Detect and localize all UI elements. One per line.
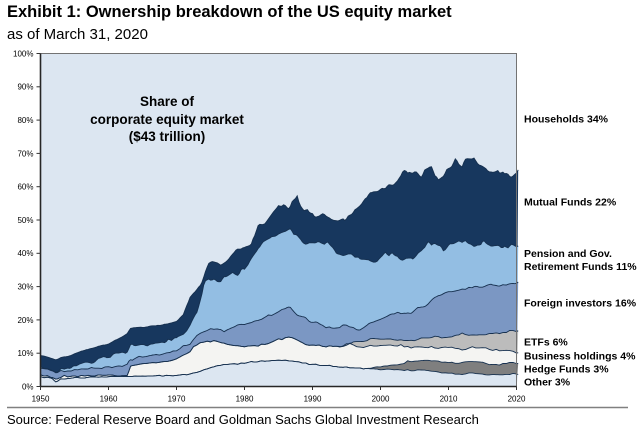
svg-text:1960: 1960 [100,394,118,403]
svg-text:40%: 40% [17,249,33,258]
svg-text:80%: 80% [17,116,33,125]
svg-text:70%: 70% [17,149,33,158]
svg-text:10%: 10% [17,349,33,358]
svg-text:Exhibit 1: Ownership breakdown: Exhibit 1: Ownership breakdown of the US… [7,3,452,21]
svg-text:50%: 50% [17,216,33,225]
svg-text:60%: 60% [17,183,33,192]
svg-text:90%: 90% [17,83,33,92]
svg-text:($43 trillion): ($43 trillion) [129,129,206,144]
svg-text:30%: 30% [17,283,33,292]
svg-text:Mutual Funds 22%: Mutual Funds 22% [524,197,617,209]
svg-text:100%: 100% [13,49,33,58]
svg-text:20%: 20% [17,316,33,325]
svg-text:0%: 0% [22,382,34,391]
svg-text:Foreign investors 16%: Foreign investors 16% [524,298,637,310]
svg-text:corporate equity market: corporate equity market [90,112,244,127]
svg-text:Other 3%: Other 3% [524,377,571,389]
svg-text:1950: 1950 [32,394,50,403]
svg-text:Pension and Gov.: Pension and Gov. [524,248,612,260]
svg-text:1990: 1990 [304,394,322,403]
svg-text:2010: 2010 [440,394,458,403]
svg-text:ETFs 6%: ETFs 6% [524,337,568,349]
svg-text:2020: 2020 [508,394,526,403]
svg-text:Hedge Funds 3%: Hedge Funds 3% [524,364,609,376]
svg-text:Source: Federal Reserve Board: Source: Federal Reserve Board and Goldma… [7,412,479,427]
svg-text:Retirement Funds 11%: Retirement Funds 11% [524,261,637,273]
svg-text:Share of: Share of [140,94,195,109]
svg-text:Households 34%: Households 34% [524,114,609,126]
svg-text:1970: 1970 [168,394,186,403]
svg-text:as of March 31, 2020: as of March 31, 2020 [7,26,148,43]
svg-text:2000: 2000 [372,394,390,403]
svg-text:1980: 1980 [236,394,254,403]
svg-text:Business holdings 4%: Business holdings 4% [524,351,636,363]
